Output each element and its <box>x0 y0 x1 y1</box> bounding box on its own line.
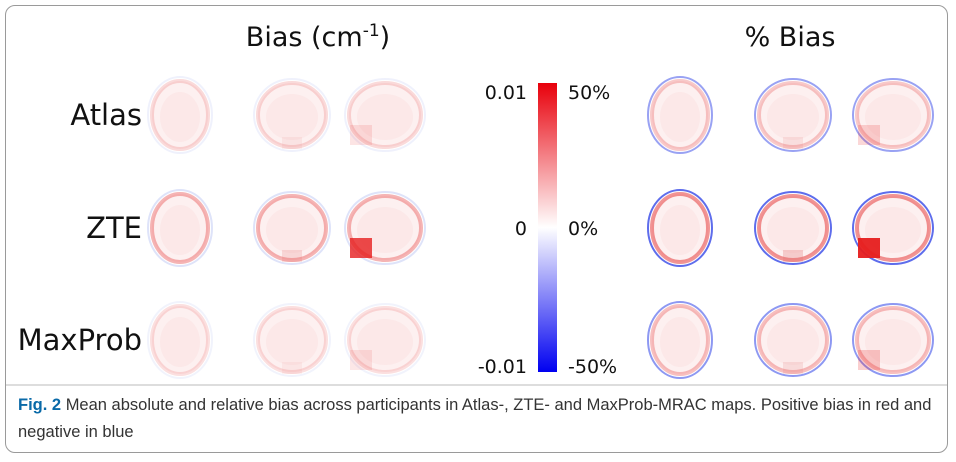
caption-label: Fig. 2 <box>18 396 61 414</box>
brain-inner <box>767 319 819 365</box>
colorbar-left-label: 0.01 <box>485 82 527 104</box>
page: Bias (cm-1) % Bias Atlas ZTE MaxProb 0.01 0 -… <box>0 0 956 462</box>
brain-inner <box>160 317 200 367</box>
brain-inner <box>660 317 700 367</box>
brain-stem <box>282 137 302 149</box>
right-title: % Bias <box>745 22 836 53</box>
brain-map <box>345 79 425 151</box>
brain-stem <box>282 362 302 374</box>
brain-inner <box>660 92 700 142</box>
colorbar-right-label: 50% <box>568 82 610 104</box>
brain-inner <box>266 207 318 253</box>
brain-map <box>148 302 212 378</box>
colorbar <box>538 83 557 372</box>
brain-map <box>254 192 330 264</box>
brain-patch <box>858 238 880 258</box>
brain-map <box>254 304 330 376</box>
brain-map <box>148 77 212 153</box>
brain-inner <box>767 94 819 140</box>
brain-inner <box>266 319 318 365</box>
brain-map <box>853 304 933 376</box>
brain-inner <box>160 92 200 142</box>
colorbar-right-label: 0% <box>568 218 598 240</box>
brain-map <box>648 77 712 153</box>
brain-map <box>148 190 212 266</box>
colorbar-right-label: -50% <box>568 356 617 378</box>
brain-map <box>755 79 831 151</box>
brain-map <box>755 192 831 264</box>
brain-patch <box>350 350 372 370</box>
brain-map <box>853 192 933 264</box>
brain-inner <box>160 205 200 255</box>
brain-inner <box>660 205 700 255</box>
left-title-after: ) <box>380 22 391 53</box>
row-label: MaxProb <box>18 323 142 357</box>
separator <box>6 384 947 386</box>
brain-patch <box>858 125 880 145</box>
brain-map <box>254 79 330 151</box>
brain-patch <box>350 238 372 258</box>
brain-map <box>648 302 712 378</box>
brain-map <box>345 192 425 264</box>
caption-text: Mean absolute and relative bias across p… <box>18 396 931 441</box>
brain-patch <box>858 350 880 370</box>
brain-inner <box>767 207 819 253</box>
brain-stem <box>783 137 803 149</box>
row-label: Atlas <box>70 98 142 132</box>
brain-inner <box>266 94 318 140</box>
brain-map <box>345 304 425 376</box>
brain-map <box>648 190 712 266</box>
row-label: ZTE <box>86 211 142 245</box>
left-title-superscript: -1 <box>363 21 380 41</box>
brain-stem <box>282 250 302 262</box>
colorbar-left-label: 0 <box>515 218 527 240</box>
caption: Fig. 2 Mean absolute and relative bias a… <box>18 392 933 446</box>
figure-image: Bias (cm-1) % Bias Atlas ZTE MaxProb 0.01 0 -… <box>0 0 956 384</box>
brain-stem <box>783 250 803 262</box>
brain-map <box>853 79 933 151</box>
colorbar-left-label: -0.01 <box>478 356 527 378</box>
brain-map <box>755 304 831 376</box>
brain-stem <box>783 362 803 374</box>
left-title-text: Bias (cm <box>246 22 363 53</box>
left-title: Bias (cm-1) <box>246 21 390 53</box>
brain-patch <box>350 125 372 145</box>
